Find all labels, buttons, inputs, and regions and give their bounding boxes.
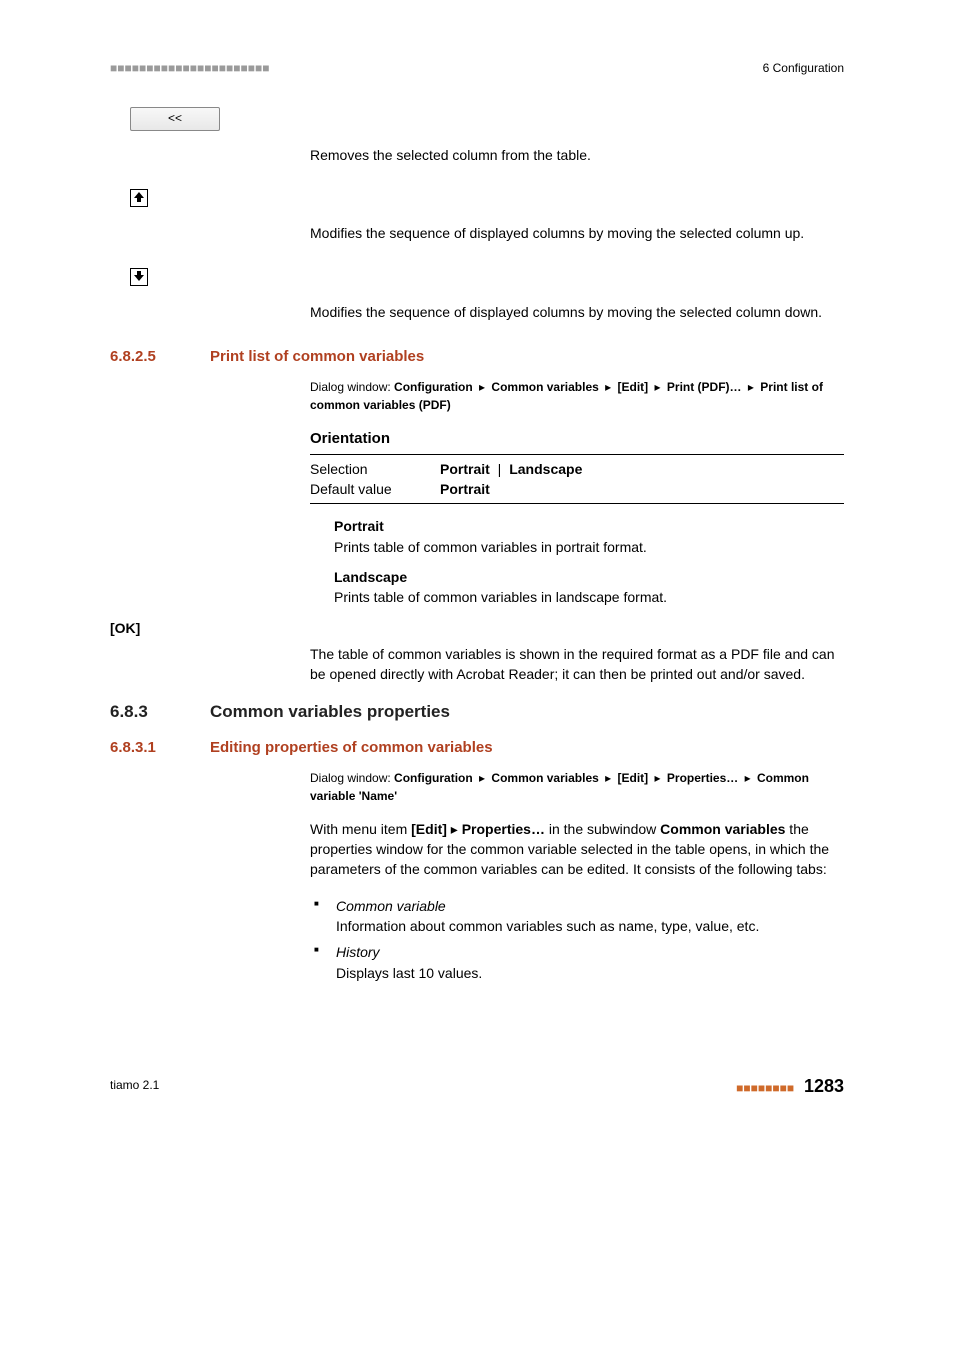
move-down-desc: Modifies the sequence of displayed colum…	[310, 304, 822, 320]
bc-sep: ▸	[655, 771, 661, 785]
section-6-8-3-heading: 6.8.3 Common variables properties	[110, 700, 844, 725]
orientation-selection-landscape: Landscape	[509, 461, 582, 477]
orientation-default-label: Default value	[310, 479, 440, 499]
intro-t2: in the subwindow	[545, 821, 660, 837]
intro-t1: With menu item	[310, 821, 411, 837]
section-6-8-3-1-heading: 6.8.3.1 Editing properties of common var…	[110, 737, 844, 759]
tab-common-variable-desc: Information about common variables such …	[336, 918, 759, 934]
bc-prefix: Dialog window:	[310, 380, 394, 394]
bc-p3: Print (PDF)…	[667, 380, 742, 394]
footer-product: tiamo 2.1	[110, 1077, 159, 1094]
bc-sep: ▸	[451, 821, 458, 837]
intro-edit: [Edit]	[411, 821, 447, 837]
section-6-8-2-5-title: Print list of common variables	[210, 346, 844, 368]
move-down-block: Modifies the sequence of displayed colum…	[110, 268, 844, 323]
orientation-selection-portrait: Portrait	[440, 461, 490, 477]
bc-sep: ▸	[479, 380, 485, 394]
ok-desc: The table of common variables is shown i…	[310, 646, 834, 682]
intro-props: Properties…	[462, 821, 545, 837]
arrow-down-icon[interactable]	[130, 268, 148, 286]
section-6-8-3-1-num: 6.8.3.1	[110, 737, 210, 759]
orientation-heading: Orientation	[310, 428, 844, 450]
orientation-default-value: Portrait	[440, 479, 490, 499]
header-section-label: 6 Configuration	[763, 60, 844, 77]
bc-sep: ▸	[605, 380, 611, 394]
page-header: ■■■■■■■■■■■■■■■■■■■■■■ 6 Configuration	[110, 60, 844, 77]
orientation-selection-label: Selection	[310, 459, 440, 479]
move-up-desc: Modifies the sequence of displayed colum…	[310, 225, 804, 241]
bc-sep: ▸	[605, 771, 611, 785]
portrait-desc: Prints table of common variables in port…	[334, 537, 844, 557]
portrait-block: Portrait Prints table of common variable…	[334, 516, 844, 557]
header-dashes: ■■■■■■■■■■■■■■■■■■■■■■	[110, 60, 269, 77]
bc-p1: Common variables	[491, 380, 598, 394]
list-item: History Displays last 10 values.	[314, 942, 844, 983]
bc-sep: ▸	[479, 771, 485, 785]
bc-sep: ▸	[655, 380, 661, 394]
landscape-block: Landscape Prints table of common variabl…	[334, 567, 844, 608]
bc-p2: [Edit]	[618, 380, 649, 394]
list-item: Common variable Information about common…	[314, 896, 844, 937]
bc-p0: Configuration	[394, 380, 473, 394]
remove-column-button[interactable]: <<	[130, 107, 220, 130]
bc2-p2: [Edit]	[618, 771, 649, 785]
remove-column-block: << Removes the selected column from the …	[110, 107, 844, 165]
tabs-list: Common variable Information about common…	[314, 896, 844, 983]
breadcrumb-6-8-3-1: Dialog window: Configuration ▸ Common va…	[310, 769, 844, 805]
section-6-8-3-num: 6.8.3	[110, 700, 210, 725]
bc2-p0: Configuration	[394, 771, 473, 785]
ok-label: [OK]	[110, 618, 844, 638]
remove-column-desc: Removes the selected column from the tab…	[310, 147, 591, 163]
landscape-term: Landscape	[334, 567, 844, 587]
move-up-block: Modifies the sequence of displayed colum…	[110, 189, 844, 244]
portrait-term: Portrait	[334, 516, 844, 536]
bc2-prefix: Dialog window:	[310, 771, 394, 785]
page-footer: tiamo 2.1 ■■■■■■■■ 1283	[110, 1073, 844, 1099]
intro-cv: Common variables	[660, 821, 785, 837]
arrow-up-icon[interactable]	[130, 189, 148, 207]
breadcrumb-6-8-2-5: Dialog window: Configuration ▸ Common va…	[310, 378, 844, 414]
tab-history-desc: Displays last 10 values.	[336, 965, 482, 981]
tab-history-term: History	[336, 944, 380, 960]
section-6-8-2-5-heading: 6.8.2.5 Print list of common variables	[110, 346, 844, 368]
editing-intro: With menu item [Edit] ▸ Properties… in t…	[310, 819, 844, 880]
bc-sep: ▸	[745, 771, 751, 785]
bc-sep: ▸	[748, 380, 754, 394]
bc2-p1: Common variables	[491, 771, 598, 785]
footer-dashes: ■■■■■■■■	[736, 1081, 794, 1095]
orientation-table: Selection Portrait | Landscape Default v…	[310, 454, 844, 505]
section-6-8-3-1-title: Editing properties of common variables	[210, 737, 844, 759]
section-6-8-2-5-num: 6.8.2.5	[110, 346, 210, 368]
tab-common-variable-term: Common variable	[336, 898, 446, 914]
bc2-p3: Properties…	[667, 771, 738, 785]
footer-page-number: 1283	[804, 1076, 844, 1096]
landscape-desc: Prints table of common variables in land…	[334, 587, 844, 607]
section-6-8-3-title: Common variables properties	[210, 700, 844, 725]
